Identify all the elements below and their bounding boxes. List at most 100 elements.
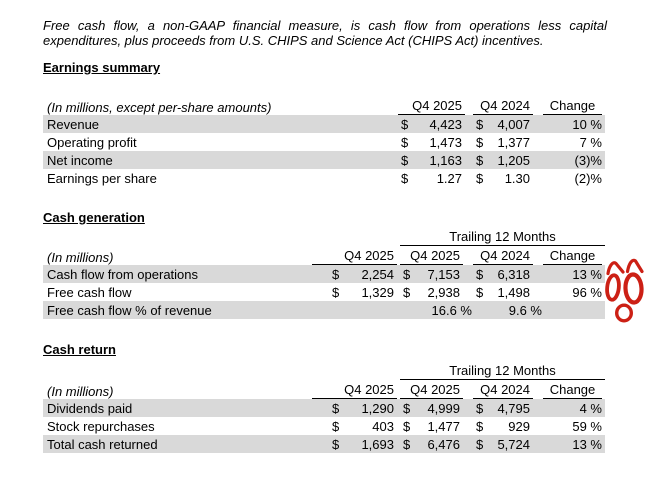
trailing-12-months-header: Trailing 12 Months <box>400 229 605 246</box>
money-cell: $1,473 <box>398 135 465 150</box>
money-cell: $1,693 <box>312 437 397 452</box>
money-cell: $1.30 <box>473 171 533 186</box>
money-cell: $4,795 <box>473 401 533 416</box>
money-cell: $5,724 <box>473 437 533 452</box>
row-label: Dividends paid <box>47 400 133 416</box>
cash-return-table: Trailing 12 Months (In millions) Q4 2025… <box>43 361 605 453</box>
change-cell: 7 % <box>579 134 602 150</box>
cell-value: 1.27 <box>436 170 462 186</box>
table-row-total-cash-returned: Total cash returned $1,693 $6,476 $5,724… <box>43 435 605 453</box>
section-title-cash-return: Cash return <box>43 342 116 357</box>
dollar-sign: $ <box>401 170 409 186</box>
cell-value: 1.30 <box>504 170 530 186</box>
cell-value: 16.6 % <box>431 302 472 318</box>
dollar-sign: $ <box>403 266 411 282</box>
row-label: Cash flow from operations <box>47 266 199 282</box>
percent-cell: 16.6 % <box>400 303 472 318</box>
column-header-q4-2025-ttm: Q4 2025 <box>400 248 463 265</box>
dollar-sign: $ <box>476 152 484 168</box>
cell-value: 1,473 <box>429 134 462 150</box>
cell-value: 5,724 <box>497 436 530 452</box>
change-cell: (2)% <box>574 170 602 186</box>
column-header-q4-2024-ttm: Q4 2024 <box>473 382 533 399</box>
cell-value: 1,693 <box>361 436 394 452</box>
dollar-sign: $ <box>476 284 484 300</box>
table-row-dividends-paid: Dividends paid $1,290 $4,999 $4,795 4 % <box>43 399 605 417</box>
earnings-summary-table: (In millions, except per-share amounts) … <box>43 96 605 187</box>
dollar-sign: $ <box>476 436 484 452</box>
cell-value: 1,163 <box>429 152 462 168</box>
row-label: Operating profit <box>47 134 137 150</box>
table-row-net-income: Net income $1,163 $1,205 (3)% <box>43 151 605 169</box>
money-cell: $403 <box>312 419 397 434</box>
row-label: Total cash returned <box>47 436 158 452</box>
dollar-sign: $ <box>332 436 340 452</box>
cell-value: 403 <box>372 418 394 434</box>
column-header-q4-2025-quarter: Q4 2025 <box>312 382 397 399</box>
money-cell: $4,007 <box>473 117 533 132</box>
money-cell: $1,477 <box>400 419 463 434</box>
money-cell: $929 <box>473 419 533 434</box>
table-header-row: (In millions, except per-share amounts) … <box>43 96 605 115</box>
trailing-12-months-header: Trailing 12 Months <box>400 363 605 380</box>
table-row-cash-flow-from-operations: Cash flow from operations $2,254 $7,153 … <box>43 265 605 283</box>
free-cash-flow-footnote: Free cash flow, a non-GAAP financial mea… <box>43 18 607 48</box>
column-header-q4-2024-ttm: Q4 2024 <box>473 248 533 265</box>
cash-generation-table: Trailing 12 Months (In millions) Q4 2025… <box>43 227 605 319</box>
dollar-sign: $ <box>332 284 340 300</box>
dollar-sign: $ <box>403 284 411 300</box>
cell-value: 7,153 <box>427 266 460 282</box>
change-cell: (3)% <box>574 152 602 168</box>
dollar-sign: $ <box>476 266 484 282</box>
money-cell: $1,205 <box>473 153 533 168</box>
money-cell: $6,476 <box>400 437 463 452</box>
change-cell: 4 % <box>579 400 602 416</box>
money-cell: $1,377 <box>473 135 533 150</box>
table-row-earnings-per-share: Earnings per share $1.27 $1.30 (2)% <box>43 169 605 187</box>
red-doodle-annotation <box>605 258 644 323</box>
column-header-q4-2024: Q4 2024 <box>473 98 533 115</box>
cell-value: 1,498 <box>497 284 530 300</box>
money-cell: $2,254 <box>312 267 397 282</box>
change-cell: 10 % <box>572 116 602 132</box>
row-label: Free cash flow <box>47 284 132 300</box>
cell-value: 929 <box>508 418 530 434</box>
cell-value: 2,938 <box>427 284 460 300</box>
money-cell: $1.27 <box>398 171 465 186</box>
money-cell: $4,423 <box>398 117 465 132</box>
dollar-sign: $ <box>401 152 409 168</box>
unit-note: (In millions) <box>47 250 114 265</box>
dollar-sign: $ <box>403 418 411 434</box>
dollar-sign: $ <box>401 116 409 132</box>
section-title-cash-generation: Cash generation <box>43 210 145 225</box>
dollar-sign: $ <box>332 266 340 282</box>
table-header-row: (In millions) Q4 2025 Q4 2025 Q4 2024 Ch… <box>43 380 605 399</box>
cell-value: 6,318 <box>497 266 530 282</box>
table-row-free-cash-flow-pct-of-revenue: Free cash flow % of revenue 16.6 % 9.6 % <box>43 301 605 319</box>
cell-value: 4,795 <box>497 400 530 416</box>
unit-note: (In millions, except per-share amounts) <box>47 100 272 115</box>
percent-cell: 9.6 % <box>473 303 542 318</box>
cell-value: 1,377 <box>497 134 530 150</box>
column-header-change: Change <box>543 248 602 265</box>
column-header-q4-2025-quarter: Q4 2025 <box>312 248 397 265</box>
row-label: Revenue <box>47 116 100 132</box>
dollar-sign: $ <box>476 400 484 416</box>
dollar-sign: $ <box>332 400 340 416</box>
column-header-q4-2025: Q4 2025 <box>398 98 465 115</box>
oval-mark-icon <box>623 272 644 305</box>
change-cell: 96 % <box>572 284 602 300</box>
unit-note: (In millions) <box>47 384 114 399</box>
table-row-stock-repurchases: Stock repurchases $403 $1,477 $929 59 % <box>43 417 605 435</box>
column-header-change: Change <box>543 98 602 115</box>
cell-value: 2,254 <box>361 266 394 282</box>
change-cell: 13 % <box>572 266 602 282</box>
money-cell: $1,498 <box>473 285 533 300</box>
dollar-sign: $ <box>401 134 409 150</box>
dollar-sign: $ <box>403 436 411 452</box>
cell-value: 1,205 <box>497 152 530 168</box>
section-title-earnings-summary: Earnings summary <box>43 60 161 75</box>
row-label: Stock repurchases <box>47 418 155 434</box>
table-row-operating-profit: Operating profit $1,473 $1,377 7 % <box>43 133 605 151</box>
